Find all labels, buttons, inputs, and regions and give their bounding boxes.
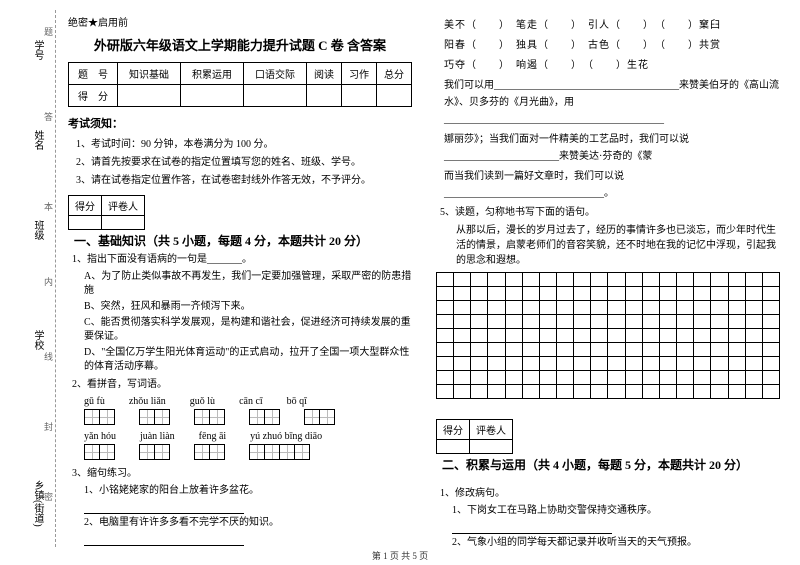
score-header: 口语交际 <box>244 63 307 85</box>
score-table: 题 号 知识基础 积累运用 口语交际 阅读 习作 总分 得 分 <box>68 62 412 107</box>
scorebox-label: 评卷人 <box>470 420 513 440</box>
part2-title: 二、积累与运用（共 4 小题，每题 5 分，本题共计 20 分） <box>442 456 748 473</box>
passage-fill: 我们可以用___________________________________… <box>444 77 780 128</box>
binding-margin: 学号 姓名 班级 学校 乡镇(街道) 题 答 本 内 线 封 密 <box>8 10 56 547</box>
q5-body: 从那以后，漫长的岁月过去了，经历的事情许多也已淡忘，而少年时代生活的情景，启蒙老… <box>456 223 780 268</box>
seal-mark: 封 <box>44 420 53 433</box>
idiom-fill: 巧夺（ ） 响遏（ ） （ ）生花 <box>444 57 780 74</box>
tianzige-row <box>84 409 412 425</box>
left-column: 绝密★启用前 外研版六年级语文上学期能力提升试题 C 卷 含答案 题 号 知识基… <box>56 10 424 547</box>
binding-field-name: 姓名 <box>30 130 45 150</box>
binding-field-class: 班级 <box>30 220 45 240</box>
pinyin: zhǒu liǎn <box>129 396 166 407</box>
answer-blank <box>84 503 244 514</box>
scorebox-label: 评卷人 <box>102 196 145 216</box>
pinyin: bō qī <box>287 396 307 407</box>
score-cell <box>307 85 342 107</box>
tianzige-row <box>84 444 412 460</box>
seal-mark: 内 <box>44 275 53 288</box>
q5-stem: 5、读题，匀称地书写下面的语句。 <box>440 205 780 220</box>
q3-item: 1、小铭姥姥家的阳台上放着许多盆花。 <box>84 484 412 498</box>
pinyin-row: yǎn hóu juàn liàn fēng āi yú zhuó bīng d… <box>84 431 412 442</box>
exam-notes-title: 考试须知： <box>68 115 412 131</box>
score-header: 总分 <box>377 63 412 85</box>
answer-blank <box>452 523 612 534</box>
p2q1-item: 1、下岗女工在马路上协助交警保持交通秩序。 <box>452 504 780 518</box>
seal-mark: 题 <box>44 25 53 38</box>
q1-opt-a: A、为了防止类似事故不再发生，我们一定要加强管理，采取严密的防患措施 <box>84 270 412 298</box>
idiom-fill: 美不（ ） 笔走（ ） 引人（ ） （ ）窠臼 <box>444 17 780 34</box>
score-cell <box>377 85 412 107</box>
score-cell <box>181 85 244 107</box>
answer-blank <box>84 535 244 546</box>
pinyin: yú zhuó bīng diāo <box>250 431 322 442</box>
score-header: 知识基础 <box>118 63 181 85</box>
exam-title: 外研版六年级语文上学期能力提升试题 C 卷 含答案 <box>68 35 412 54</box>
pinyin: gū fù <box>84 396 105 407</box>
binding-field-school: 学校 <box>30 330 45 350</box>
q3-stem: 3、缩句练习。 <box>72 466 412 481</box>
passage-fill: 而当我们读到一篇好文章时，我们可以说______________________… <box>444 168 780 202</box>
seal-mark: 密 <box>44 490 53 503</box>
page-footer: 第 1 页 共 5 页 <box>0 549 800 562</box>
right-column: 美不（ ） 笔走（ ） 引人（ ） （ ）窠臼 阳春（ ） 独具（ ） 古色（ … <box>424 10 792 547</box>
seal-mark: 答 <box>44 110 53 123</box>
part-scorebox: 得分评卷人 <box>68 195 145 230</box>
q1-opt-c: C、能否贯彻落实科学发展观，是构建和谐社会，促进经济可持续发展的重要保证。 <box>84 316 412 344</box>
part1-title: 一、基础知识（共 5 小题，每题 4 分，本题共计 20 分） <box>74 232 368 249</box>
pinyin: yǎn hóu <box>84 431 116 442</box>
idiom-fill: 阳春（ ） 独具（ ） 古色（ ） （ ）共赏 <box>444 37 780 54</box>
pinyin: guǒ lù <box>190 396 215 407</box>
q1-opt-d: D、"全国亿万学生阳光体育运动"的正式启动，拉开了全国一项大型群众性的体育活动序… <box>84 346 412 374</box>
p2q1-stem: 1、修改病句。 <box>440 486 780 501</box>
exam-notes: 1、考试时间：90 分钟，本卷满分为 100 分。 2、请首先按要求在试卷的指定… <box>68 135 412 186</box>
binding-field-id: 学号 <box>30 40 45 60</box>
score-header: 习作 <box>342 63 377 85</box>
scorebox-label: 得分 <box>437 420 470 440</box>
writing-grid <box>436 272 780 399</box>
score-cell <box>342 85 377 107</box>
score-cell: 得 分 <box>69 85 118 107</box>
seal-mark: 本 <box>44 200 53 213</box>
seal-mark: 线 <box>44 350 53 363</box>
note-item: 2、请首先按要求在试卷的指定位置填写您的姓名、班级、学号。 <box>76 153 412 168</box>
q2-stem: 2、看拼音，写词语。 <box>72 377 412 392</box>
passage-fill: 娜丽莎》；当我们面对一件精美的工艺品时，我们可以说_______________… <box>444 131 780 165</box>
secret-label: 绝密★启用前 <box>68 14 412 29</box>
q3-item: 2、电脑里有许许多多看不完学不厌的知识。 <box>84 516 412 530</box>
q1-stem: 1、指出下面没有语病的一句是_______。 <box>72 252 412 267</box>
q1-opt-b: B、突然，狂风和暴雨一齐倾泻下来。 <box>84 300 412 314</box>
note-item: 1、考试时间：90 分钟，本卷满分为 100 分。 <box>76 135 412 150</box>
score-header: 题 号 <box>69 63 118 85</box>
pinyin: juàn liàn <box>140 431 175 442</box>
score-header: 阅读 <box>307 63 342 85</box>
pinyin: cān cī <box>239 396 263 407</box>
pinyin-row: gū fù zhǒu liǎn guǒ lù cān cī bō qī <box>84 396 412 407</box>
score-cell <box>244 85 307 107</box>
note-item: 3、请在试卷指定位置作答，在试卷密封线外作答无效，不予评分。 <box>76 171 412 186</box>
part-scorebox: 得分评卷人 <box>436 419 513 454</box>
scorebox-label: 得分 <box>69 196 102 216</box>
score-header: 积累运用 <box>181 63 244 85</box>
score-cell <box>118 85 181 107</box>
p2q1-item: 2、气象小组的同学每天都记录并收听当天的天气预报。 <box>452 536 780 547</box>
pinyin: fēng āi <box>199 431 227 442</box>
binding-field-town: 乡镇(街道) <box>30 480 45 527</box>
